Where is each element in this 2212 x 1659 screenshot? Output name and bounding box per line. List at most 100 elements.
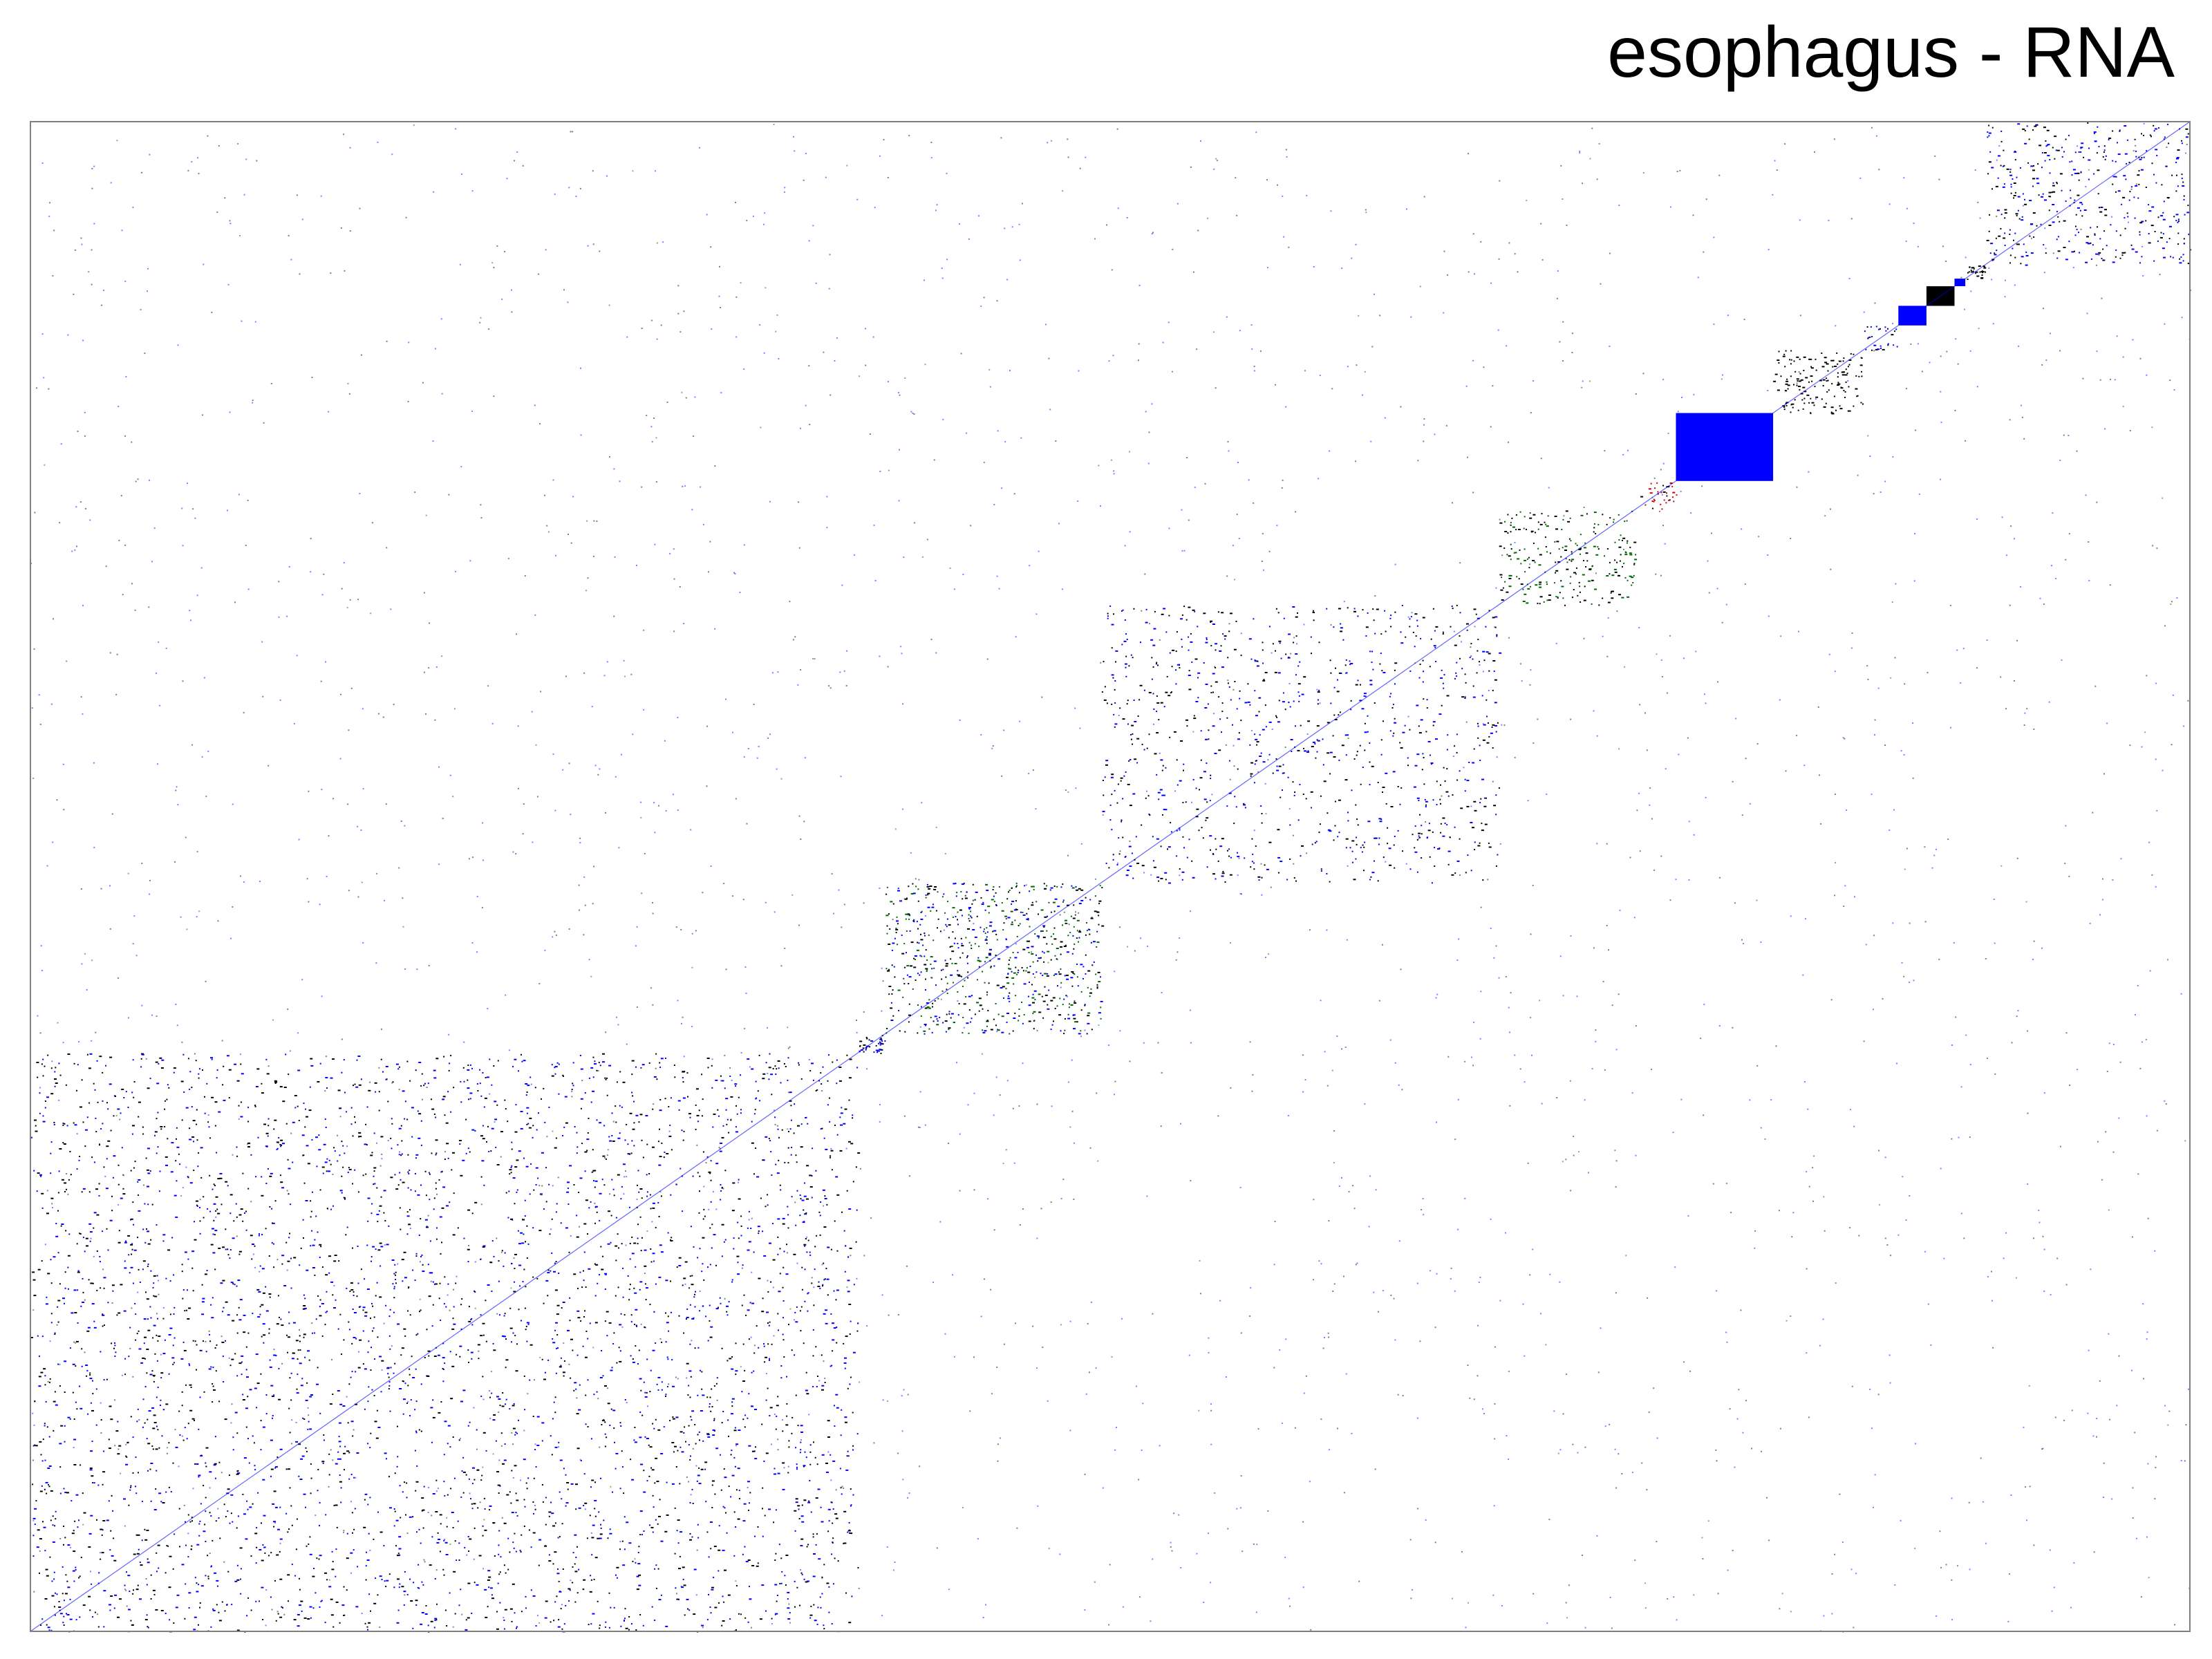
correlation-cell [610, 1369, 613, 1371]
correlation-cell [414, 1409, 416, 1411]
correlation-cell [131, 441, 133, 443]
correlation-cell [1982, 1501, 1984, 1503]
correlation-cell [2021, 416, 2023, 418]
correlation-cell [857, 1567, 859, 1568]
correlation-cell [463, 1080, 465, 1082]
correlation-cell [731, 1401, 733, 1403]
correlation-cell [156, 1313, 158, 1315]
correlation-cell [584, 1170, 586, 1172]
correlation-cell [722, 1595, 724, 1597]
correlation-cell [368, 1593, 371, 1595]
correlation-cell [460, 1437, 461, 1439]
correlation-cell [774, 1414, 776, 1415]
correlation-cell [991, 747, 993, 749]
correlation-cell [2005, 708, 2007, 710]
correlation-cell [1874, 302, 1876, 304]
correlation-cell [1768, 615, 1770, 617]
correlation-cell [1374, 595, 1376, 597]
correlation-cell [160, 1610, 164, 1611]
correlation-cell [136, 1421, 138, 1423]
correlation-cell [71, 1500, 73, 1502]
correlation-cell [1252, 1074, 1254, 1076]
correlation-cell [489, 1505, 492, 1507]
correlation-cell [821, 1389, 824, 1391]
correlation-cell [536, 1277, 538, 1280]
correlation-cell [39, 1441, 42, 1443]
correlation-cell [192, 1120, 196, 1122]
correlation-cell [1548, 487, 1550, 489]
correlation-cell [1181, 509, 1183, 511]
correlation-cell [751, 1627, 752, 1629]
correlation-cell [227, 509, 228, 512]
correlation-cell [626, 1176, 628, 1178]
correlation-cell [1869, 1388, 1871, 1390]
correlation-cell [406, 1593, 409, 1595]
correlation-cell [970, 525, 972, 527]
correlation-cell [438, 1539, 441, 1540]
correlation-cell [270, 382, 272, 384]
correlation-cell [903, 556, 905, 559]
correlation-cell [2151, 427, 2153, 429]
correlation-cell [832, 1339, 835, 1341]
correlation-cell [91, 1303, 95, 1305]
correlation-cell [219, 1537, 221, 1539]
correlation-cell [594, 1508, 596, 1510]
correlation-cell [373, 1327, 375, 1329]
correlation-cell [2068, 875, 2070, 877]
correlation-cell [402, 897, 404, 899]
correlation-cell [846, 1054, 848, 1056]
correlation-cell [518, 787, 519, 789]
correlation-cell [103, 1166, 105, 1168]
correlation-cell [165, 1403, 169, 1405]
correlation-cell [379, 1575, 382, 1577]
correlation-cell [1364, 371, 1366, 373]
correlation-cell [545, 1167, 547, 1169]
correlation-cell [1884, 744, 1886, 746]
correlation-cell [520, 1111, 523, 1112]
correlation-cell [580, 1320, 582, 1322]
correlation-cell [978, 215, 980, 217]
correlation-cell [638, 1191, 640, 1193]
correlation-cell [358, 1306, 360, 1308]
correlation-cell [293, 1619, 297, 1621]
correlation-cell [720, 1080, 722, 1082]
correlation-cell [2070, 1606, 2072, 1609]
correlation-cell [727, 1314, 729, 1316]
correlation-cell [38, 1385, 41, 1387]
correlation-cell [199, 1602, 201, 1604]
correlation-cell [1019, 720, 1021, 722]
correlation-cell [796, 1262, 798, 1264]
correlation-cell [924, 279, 925, 281]
correlation-cell [96, 1519, 97, 1521]
correlation-cell [1593, 947, 1595, 949]
correlation-cell [40, 945, 42, 947]
correlation-cell [339, 1622, 341, 1624]
correlation-cell [830, 1454, 832, 1456]
correlation-cell [603, 1184, 606, 1186]
correlation-cell [102, 1314, 105, 1316]
correlation-cell [187, 1556, 189, 1558]
correlation-cell [210, 1244, 214, 1246]
correlation-cell [521, 1320, 522, 1322]
correlation-cell [370, 612, 372, 615]
correlation-cell [1676, 1619, 1678, 1621]
correlation-cell [1381, 944, 1383, 946]
correlation-cell [423, 1485, 425, 1488]
correlation-cell [612, 1343, 615, 1344]
correlation-cell [481, 1160, 485, 1162]
correlation-cell [1716, 588, 1718, 590]
correlation-cell [611, 1367, 613, 1369]
correlation-cell [874, 580, 877, 581]
correlation-cell [415, 1255, 418, 1257]
correlation-cell [162, 1234, 166, 1236]
correlation-cell [2016, 857, 2018, 859]
correlation-cell [471, 1503, 473, 1505]
correlation-cell [2069, 1085, 2071, 1086]
correlation-cell [676, 1530, 678, 1532]
correlation-cell [691, 1318, 695, 1320]
correlation-cell [2101, 1179, 2103, 1181]
correlation-cell [51, 1595, 55, 1597]
correlation-cell [669, 552, 671, 554]
correlation-cell [1560, 165, 1562, 167]
correlation-cell [32, 1445, 35, 1447]
